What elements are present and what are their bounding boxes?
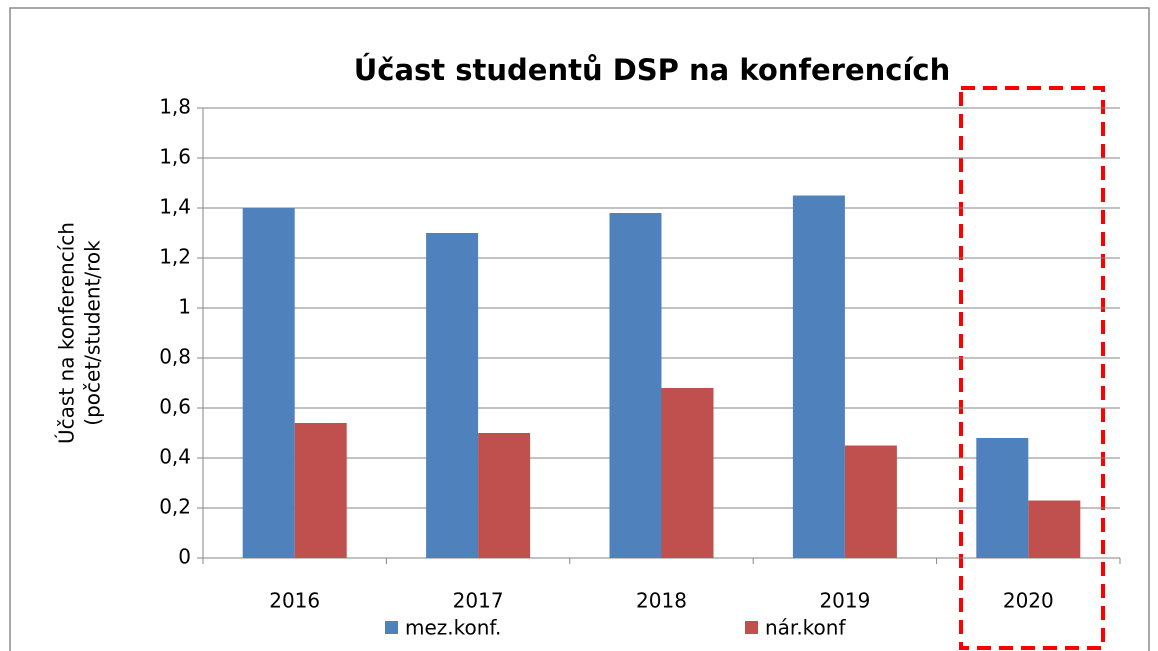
x-tick-label: 2020	[1003, 589, 1054, 613]
y-tick-label: 0	[178, 545, 191, 569]
bar	[426, 233, 479, 558]
legend-label: nár.konf	[765, 616, 846, 640]
y-tick-label: 0,6	[159, 395, 191, 419]
y-tick-label: 1,2	[159, 245, 191, 269]
y-tick-label: 0,2	[159, 495, 191, 519]
y-tick-label: 1	[178, 295, 191, 319]
chart-title: Účast studentů DSP na konferencích	[354, 53, 951, 87]
bar	[792, 195, 845, 558]
legend-label: mez.konf.	[405, 616, 501, 640]
bar	[1028, 500, 1081, 558]
legend-swatch	[745, 621, 758, 634]
y-tick-label: 1,6	[159, 145, 191, 169]
x-tick-label: 2017	[453, 589, 504, 613]
y-axis-label: Účast na konferencích (počet/student/rok	[55, 222, 105, 444]
bar	[478, 433, 531, 558]
y-tick-label: 0,8	[159, 345, 191, 369]
bar	[661, 388, 714, 558]
bar	[294, 423, 347, 558]
legend-swatch	[385, 621, 398, 634]
highlight-box	[959, 86, 1105, 650]
bar	[609, 213, 662, 558]
x-tick-label: 2018	[636, 589, 687, 613]
bar	[242, 208, 295, 558]
y-tick-label: 1,4	[159, 195, 191, 219]
x-tick-label: 2019	[819, 589, 870, 613]
chart-frame	[9, 7, 1150, 651]
y-axis-label-line: (počet/student/rok	[81, 240, 105, 426]
y-tick-label: 0,4	[159, 445, 191, 469]
bar	[976, 438, 1029, 558]
bar	[844, 445, 897, 558]
y-tick-label: 1,8	[159, 95, 191, 119]
y-axis-label-line: Účast na konferencích	[55, 222, 79, 444]
x-tick-label: 2016	[269, 589, 320, 613]
